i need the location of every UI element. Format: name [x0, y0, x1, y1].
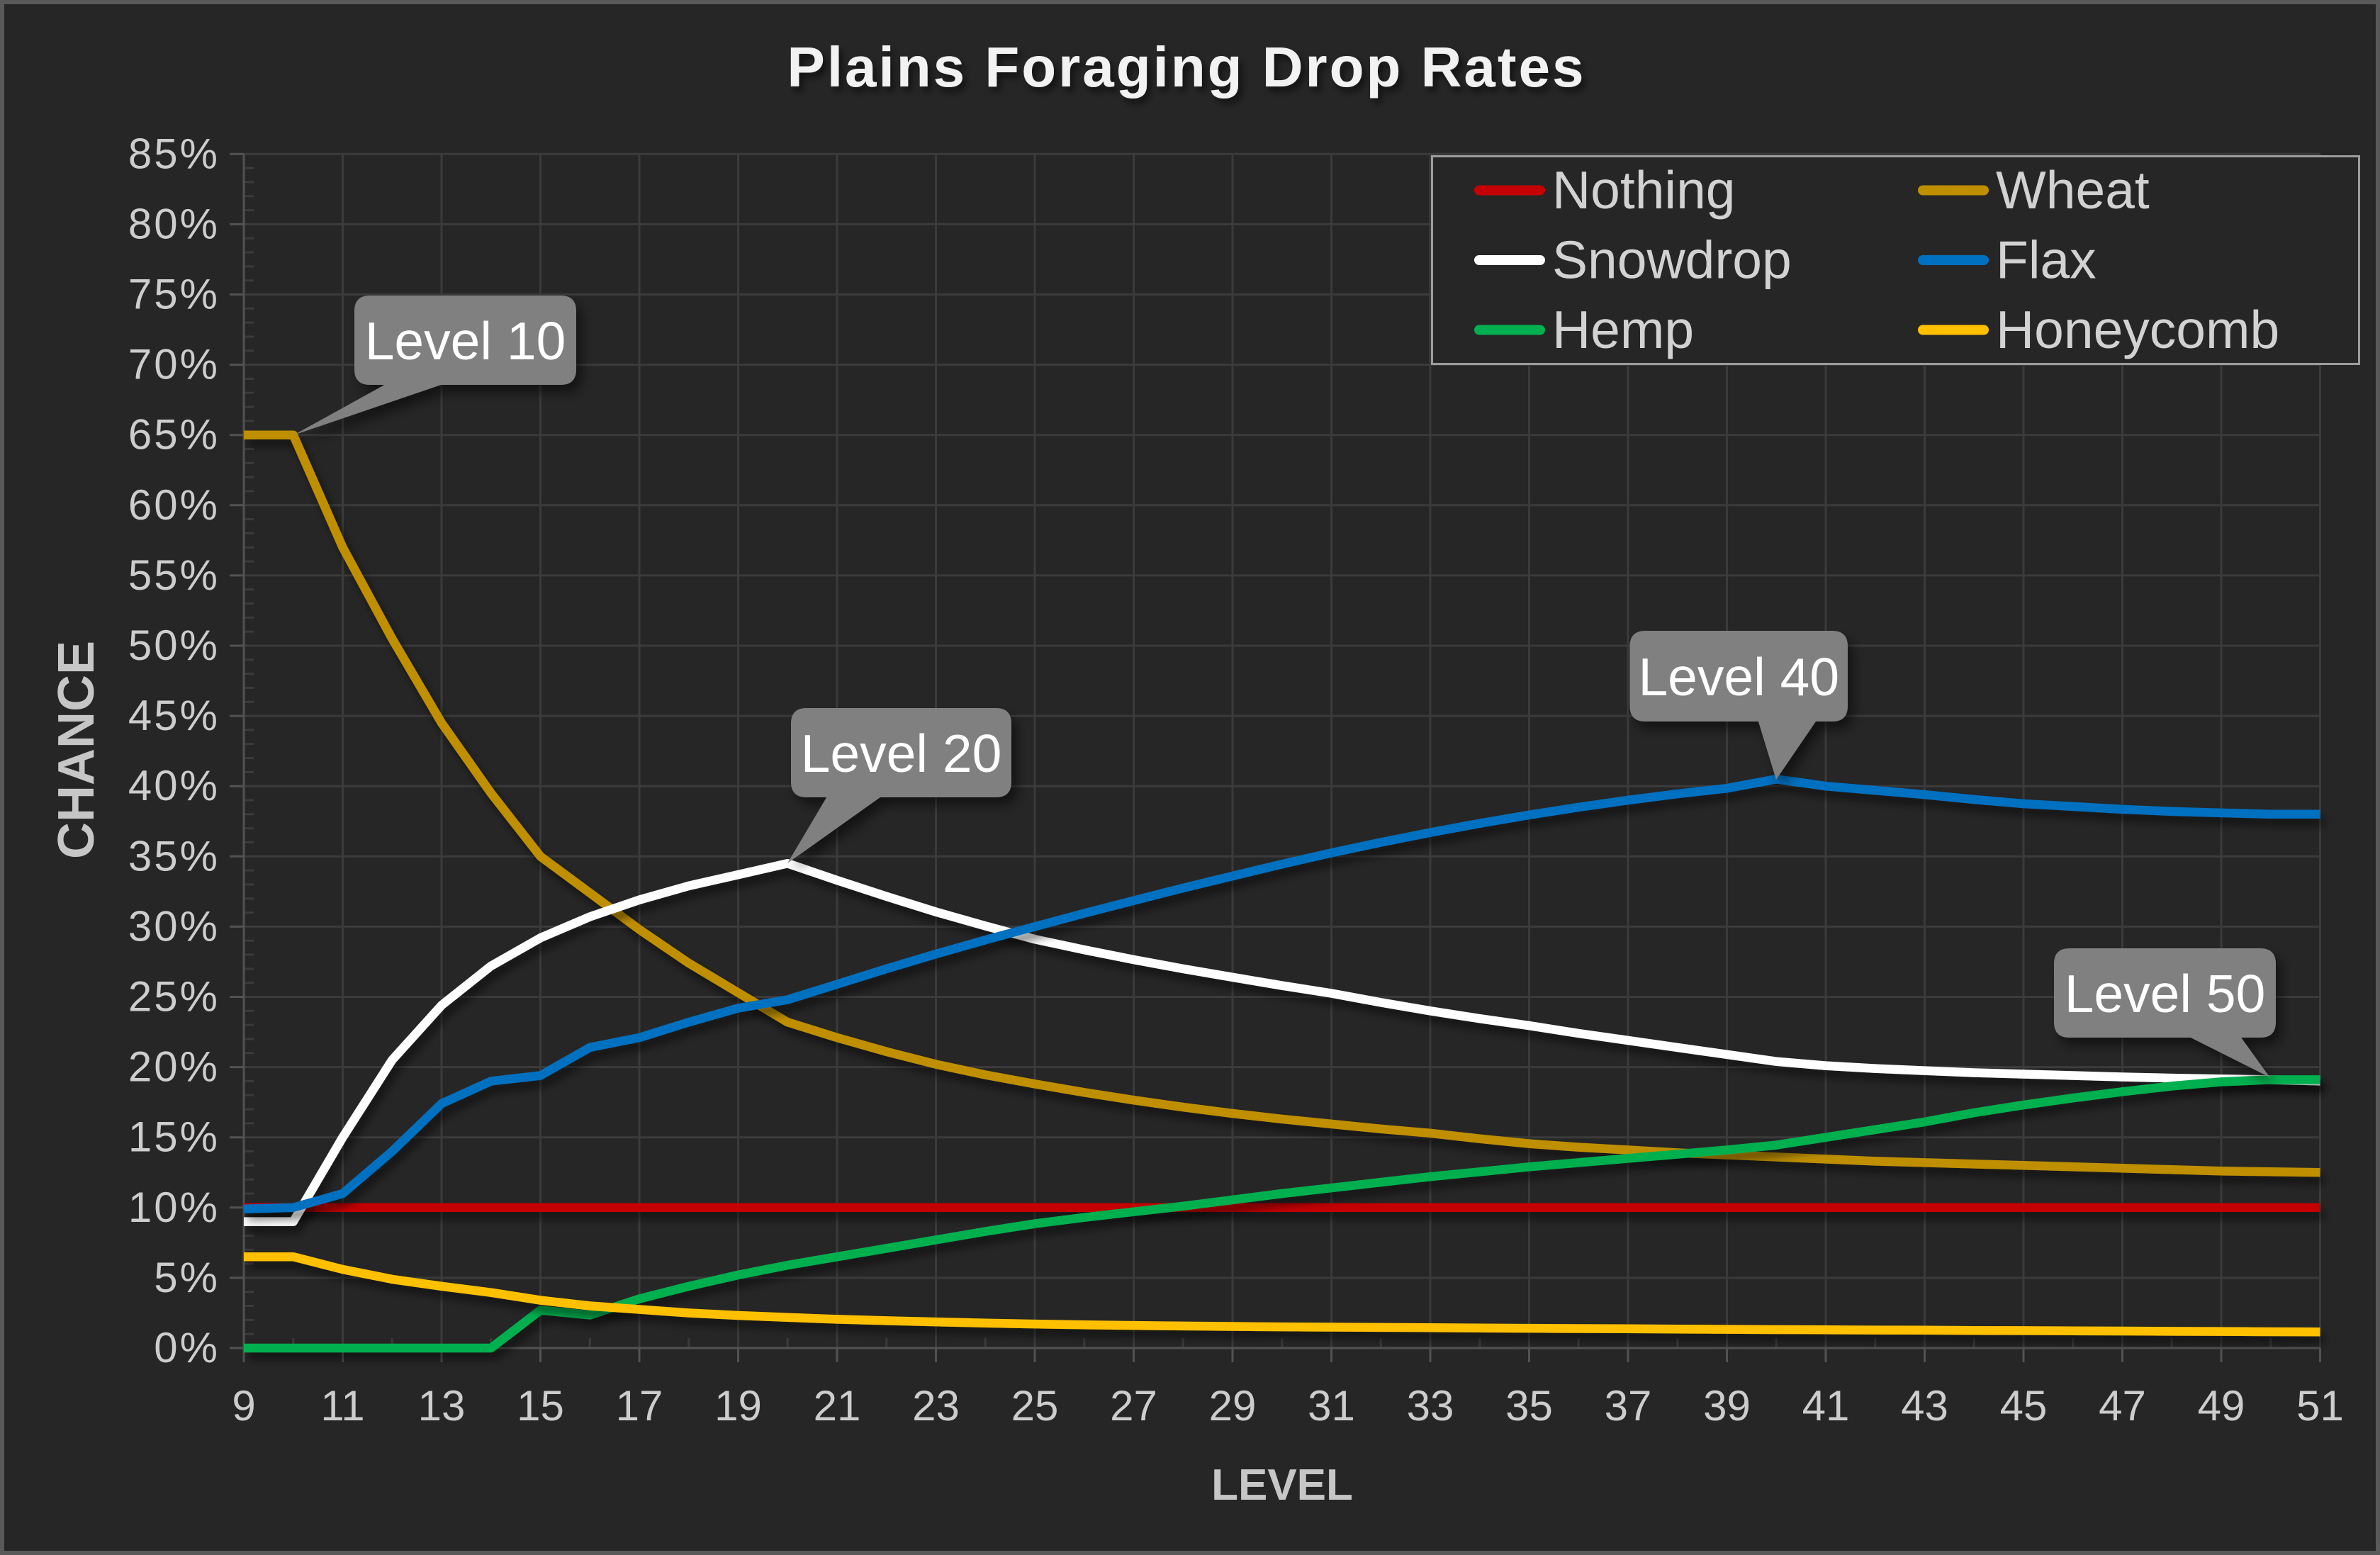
svg-text:47: 47: [2099, 1382, 2146, 1430]
svg-text:Flax: Flax: [1996, 230, 2096, 290]
svg-text:9: 9: [232, 1382, 255, 1430]
svg-text:35%: 35%: [128, 832, 220, 880]
svg-text:Level 40: Level 40: [1638, 647, 1839, 707]
svg-text:0%: 0%: [154, 1324, 220, 1371]
svg-text:27: 27: [1110, 1382, 1157, 1430]
svg-text:21: 21: [814, 1382, 861, 1430]
svg-text:30%: 30%: [128, 902, 220, 950]
svg-text:50%: 50%: [128, 622, 220, 669]
svg-text:LEVEL: LEVEL: [1211, 1461, 1353, 1510]
svg-text:Nothing: Nothing: [1552, 160, 1736, 220]
svg-text:75%: 75%: [128, 271, 220, 318]
svg-text:15%: 15%: [128, 1113, 220, 1161]
svg-text:Level 20: Level 20: [801, 724, 1002, 783]
svg-text:45%: 45%: [128, 692, 220, 739]
svg-text:65%: 65%: [128, 411, 220, 459]
svg-text:35: 35: [1505, 1382, 1553, 1430]
svg-text:Honeycomb: Honeycomb: [1996, 300, 2279, 359]
svg-text:20%: 20%: [128, 1043, 220, 1091]
svg-text:41: 41: [1802, 1382, 1850, 1430]
svg-text:Hemp: Hemp: [1552, 300, 1694, 359]
svg-text:70%: 70%: [128, 341, 220, 388]
svg-text:Snowdrop: Snowdrop: [1552, 230, 1792, 290]
svg-text:Plains Foraging Drop Rates: Plains Foraging Drop Rates: [787, 35, 1585, 99]
svg-text:17: 17: [616, 1382, 663, 1430]
svg-text:43: 43: [1901, 1382, 1948, 1430]
svg-text:13: 13: [418, 1382, 466, 1430]
svg-text:5%: 5%: [154, 1254, 220, 1301]
svg-text:45: 45: [2000, 1382, 2048, 1430]
svg-text:49: 49: [2198, 1382, 2245, 1430]
svg-text:23: 23: [912, 1382, 960, 1430]
svg-text:40%: 40%: [128, 762, 220, 809]
svg-text:51: 51: [2296, 1382, 2344, 1430]
svg-text:80%: 80%: [128, 200, 220, 247]
svg-text:29: 29: [1209, 1382, 1257, 1430]
svg-text:15: 15: [517, 1382, 564, 1430]
svg-text:37: 37: [1605, 1382, 1652, 1430]
svg-text:31: 31: [1308, 1382, 1355, 1430]
svg-text:Level 50: Level 50: [2065, 964, 2266, 1023]
svg-text:55%: 55%: [128, 551, 220, 599]
svg-text:CHANCE: CHANCE: [48, 641, 105, 859]
svg-text:60%: 60%: [128, 481, 220, 529]
svg-text:Level 10: Level 10: [365, 311, 566, 371]
svg-text:85%: 85%: [128, 130, 220, 177]
svg-text:33: 33: [1407, 1382, 1454, 1430]
svg-text:10%: 10%: [128, 1184, 220, 1231]
svg-text:25%: 25%: [128, 973, 220, 1021]
svg-text:Wheat: Wheat: [1996, 160, 2150, 220]
svg-text:11: 11: [320, 1382, 364, 1430]
svg-text:39: 39: [1703, 1382, 1751, 1430]
svg-text:19: 19: [714, 1382, 762, 1430]
svg-text:25: 25: [1011, 1382, 1059, 1430]
